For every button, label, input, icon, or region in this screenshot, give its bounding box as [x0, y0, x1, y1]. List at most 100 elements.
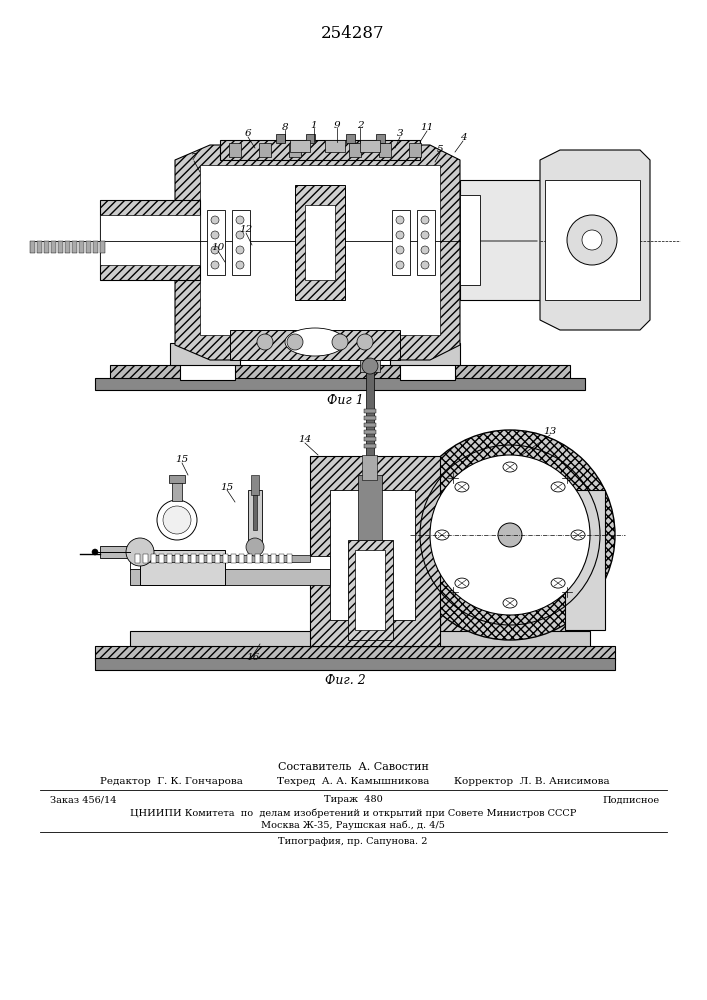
Bar	[100, 546, 142, 558]
Bar	[255, 554, 260, 563]
Ellipse shape	[551, 482, 565, 492]
Bar	[355, 550, 385, 630]
Bar	[460, 180, 540, 300]
Bar	[364, 430, 376, 434]
Circle shape	[236, 246, 244, 254]
Bar	[305, 205, 335, 280]
Bar	[392, 210, 410, 275]
Bar	[58, 241, 63, 253]
Text: 3: 3	[397, 129, 403, 138]
Bar	[364, 416, 376, 420]
Bar	[325, 140, 345, 152]
Circle shape	[211, 261, 219, 269]
Text: 9: 9	[334, 120, 340, 129]
Text: Фиг. 2: Фиг. 2	[325, 674, 366, 686]
Text: 13: 13	[544, 428, 556, 436]
Bar	[379, 143, 391, 157]
Circle shape	[236, 261, 244, 269]
Bar	[545, 180, 640, 300]
Ellipse shape	[571, 530, 585, 540]
Circle shape	[421, 246, 429, 254]
Bar	[259, 143, 271, 157]
Polygon shape	[540, 150, 650, 330]
Bar	[362, 455, 377, 480]
Bar	[93, 241, 98, 253]
Bar	[253, 495, 257, 530]
Bar	[247, 554, 252, 563]
Text: 10: 10	[211, 243, 225, 252]
Bar	[95, 378, 585, 390]
Bar	[44, 241, 49, 253]
Bar	[271, 554, 276, 563]
Circle shape	[211, 231, 219, 239]
Text: ЦНИИПИ Комитета  по  делам изобретений и открытий при Совете Министров СССР: ЦНИИПИ Комитета по делам изобретений и о…	[130, 808, 576, 818]
Text: 8: 8	[281, 122, 288, 131]
Text: Подписное: Подписное	[603, 796, 660, 804]
Text: Фиг 1: Фиг 1	[327, 393, 363, 406]
Bar	[251, 475, 259, 495]
Bar	[263, 554, 268, 563]
Bar	[143, 554, 148, 563]
Ellipse shape	[430, 455, 590, 615]
Bar	[390, 343, 460, 365]
Circle shape	[332, 334, 348, 350]
Bar	[417, 210, 435, 275]
Bar	[289, 143, 301, 157]
Circle shape	[287, 334, 303, 350]
Circle shape	[396, 231, 404, 239]
Bar	[191, 554, 196, 563]
Bar	[349, 143, 361, 157]
Text: Корректор  Л. В. Анисимова: Корректор Л. В. Анисимова	[455, 778, 610, 786]
Text: Редактор  Г. К. Гончарова: Редактор Г. К. Гончарова	[100, 778, 243, 786]
Bar	[100, 215, 200, 265]
Bar	[200, 165, 440, 335]
Bar	[364, 444, 376, 448]
Bar	[366, 370, 374, 460]
Bar	[100, 241, 105, 253]
Circle shape	[421, 216, 429, 224]
Bar	[229, 143, 241, 157]
Text: 15: 15	[221, 483, 233, 491]
Text: 1: 1	[310, 120, 317, 129]
Circle shape	[396, 246, 404, 254]
Ellipse shape	[455, 578, 469, 588]
Circle shape	[211, 216, 219, 224]
Bar	[199, 554, 204, 563]
Text: Техред  А. А. Камышникова: Техред А. А. Камышникова	[277, 778, 429, 786]
Bar	[231, 554, 236, 563]
Text: 2: 2	[357, 120, 363, 129]
Bar	[364, 409, 376, 413]
Bar	[306, 134, 315, 143]
Ellipse shape	[551, 578, 565, 588]
Text: 16: 16	[246, 654, 259, 662]
Bar	[295, 185, 345, 300]
Bar	[248, 490, 262, 550]
Bar	[207, 554, 212, 563]
Text: Москва Ж-35, Раушская наб., д. 4/5: Москва Ж-35, Раушская наб., д. 4/5	[261, 820, 445, 830]
Circle shape	[126, 538, 154, 566]
Bar	[169, 475, 185, 483]
Circle shape	[246, 538, 264, 556]
Bar	[95, 646, 615, 660]
Bar	[175, 554, 180, 563]
Ellipse shape	[455, 482, 469, 492]
Bar	[440, 481, 570, 646]
Bar	[376, 134, 385, 143]
Bar	[30, 241, 35, 253]
Ellipse shape	[503, 462, 517, 472]
Bar	[346, 134, 355, 143]
Bar	[110, 365, 570, 380]
Text: 254287: 254287	[321, 25, 385, 42]
Bar	[159, 554, 164, 563]
Bar	[287, 554, 292, 563]
Bar	[400, 345, 455, 380]
Text: Составитель  А. Савостин: Составитель А. Савостин	[278, 762, 428, 772]
Circle shape	[362, 358, 378, 374]
Polygon shape	[175, 145, 460, 360]
Bar	[140, 550, 225, 585]
Bar	[279, 554, 284, 563]
Polygon shape	[100, 200, 200, 280]
Text: 12: 12	[240, 226, 252, 234]
Bar	[230, 330, 400, 360]
Bar	[409, 143, 421, 157]
